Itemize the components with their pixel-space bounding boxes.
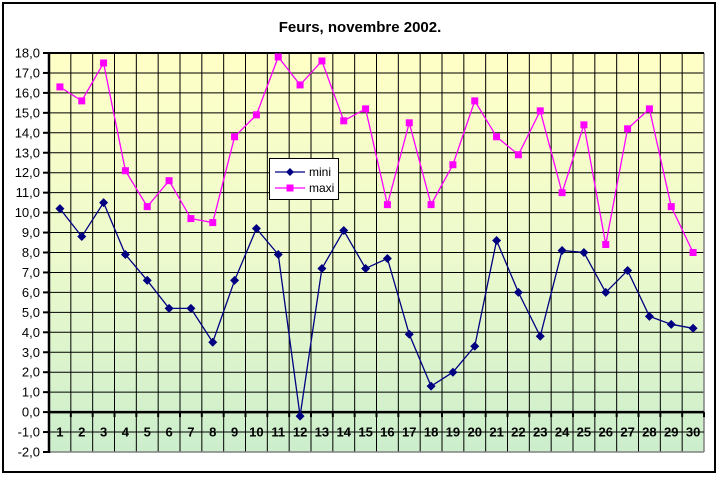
data-point-square bbox=[274, 53, 282, 61]
legend-label: maxi bbox=[309, 181, 335, 195]
data-point-square bbox=[100, 59, 108, 67]
data-point-diamond bbox=[513, 287, 523, 297]
data-point-diamond bbox=[99, 198, 109, 208]
series-mini bbox=[55, 198, 698, 421]
data-point-square bbox=[187, 215, 195, 223]
y-tick-label: 5,0 bbox=[22, 305, 40, 320]
data-point-square bbox=[427, 201, 435, 209]
data-point-diamond bbox=[688, 323, 698, 333]
y-tick-label: -1,0 bbox=[18, 425, 40, 440]
data-point-diamond bbox=[666, 319, 676, 329]
data-point-square bbox=[340, 117, 348, 125]
data-point-diamond bbox=[623, 265, 633, 275]
y-tick-label: 13,0 bbox=[15, 145, 40, 160]
y-tick-label: 15,0 bbox=[15, 105, 40, 120]
data-point-square bbox=[362, 105, 370, 113]
data-point-diamond bbox=[339, 226, 349, 236]
y-tick-labels: 18,0 17,0 16,0 15,0 14,0 13,0 12,0 11,0 10,0 9,0 8… bbox=[15, 46, 40, 460]
data-point-diamond bbox=[448, 367, 458, 377]
y-tick-label: 2,0 bbox=[22, 365, 40, 380]
data-point-diamond bbox=[208, 337, 218, 347]
data-point-diamond bbox=[557, 246, 567, 256]
data-point-square bbox=[645, 105, 653, 113]
y-tick-label: 11,0 bbox=[16, 185, 40, 200]
data-point-diamond bbox=[77, 232, 87, 242]
data-point-diamond bbox=[251, 224, 261, 234]
data-point-square bbox=[231, 133, 239, 141]
data-point-diamond bbox=[404, 329, 414, 339]
data-point-square bbox=[209, 219, 217, 227]
chart-title: Feurs, novembre 2002. bbox=[278, 19, 442, 36]
series-line-maxi bbox=[59, 55, 694, 253]
data-point-square bbox=[471, 97, 479, 105]
data-point-square bbox=[667, 203, 675, 211]
data-point-diamond bbox=[230, 275, 240, 285]
data-point-square bbox=[383, 201, 391, 209]
y-tick-label: 0,0 bbox=[22, 405, 40, 420]
y-tick-label: 8,0 bbox=[22, 245, 40, 260]
data-point-diamond bbox=[55, 204, 65, 214]
data-point-diamond bbox=[273, 249, 283, 259]
y-tick-label: 3,0 bbox=[22, 345, 40, 360]
data-point-diamond bbox=[186, 303, 196, 313]
data-point-square bbox=[514, 151, 522, 159]
data-point-square bbox=[56, 83, 64, 91]
data-point-square bbox=[78, 97, 86, 105]
data-point-square bbox=[580, 121, 588, 129]
data-point-diamond bbox=[601, 287, 611, 297]
data-point-diamond bbox=[120, 249, 130, 259]
y-tick-label: 4,0 bbox=[22, 325, 40, 340]
data-point-diamond bbox=[535, 331, 545, 341]
data-point-diamond bbox=[579, 248, 589, 257]
legend: mini maxi bbox=[269, 158, 339, 200]
data-point-square bbox=[121, 167, 129, 175]
series-maxi bbox=[56, 53, 697, 256]
data-point-square bbox=[536, 107, 544, 115]
data-point-diamond bbox=[382, 253, 392, 263]
data-point-diamond bbox=[142, 275, 152, 285]
data-point-square bbox=[143, 203, 151, 211]
y-tick-label: -2,0 bbox=[18, 445, 40, 460]
data-point-square bbox=[493, 133, 501, 141]
data-point-diamond bbox=[644, 311, 654, 321]
data-point-square bbox=[405, 119, 413, 127]
y-tick-label: 12,0 bbox=[15, 165, 40, 180]
data-point-square bbox=[318, 57, 326, 65]
data-point-square bbox=[558, 189, 566, 197]
y-axis bbox=[43, 52, 51, 453]
data-point-square bbox=[602, 241, 610, 249]
gridlines bbox=[48, 52, 705, 453]
y-tick-label: 16,0 bbox=[15, 85, 40, 100]
legend-marker-diamond-icon bbox=[275, 168, 305, 176]
data-point-diamond bbox=[492, 236, 502, 246]
data-point-diamond bbox=[361, 263, 371, 273]
data-point-diamond bbox=[470, 341, 480, 351]
y-tick-label: 10,0 bbox=[15, 205, 40, 220]
y-tick-label: 1,0 bbox=[22, 385, 40, 400]
x-axis-zero-line bbox=[48, 410, 705, 418]
data-point-diamond bbox=[295, 411, 305, 421]
data-point-square bbox=[689, 249, 697, 256]
y-tick-label: 14,0 bbox=[15, 125, 40, 140]
data-point-square bbox=[252, 111, 260, 119]
legend-marker-square-icon bbox=[275, 184, 305, 192]
data-point-square bbox=[296, 81, 304, 89]
data-point-square bbox=[449, 161, 457, 169]
legend-item-mini: mini bbox=[275, 164, 338, 180]
y-tick-label: 18,0 bbox=[15, 46, 40, 61]
data-point-diamond bbox=[317, 263, 327, 273]
legend-item-maxi: maxi bbox=[275, 180, 338, 196]
data-point-square bbox=[165, 177, 173, 185]
legend-label: mini bbox=[309, 165, 332, 179]
y-tick-label: 7,0 bbox=[22, 265, 40, 280]
data-point-diamond bbox=[164, 303, 174, 313]
data-point-square bbox=[624, 125, 632, 133]
y-tick-label: 17,0 bbox=[15, 65, 40, 80]
y-tick-label: 6,0 bbox=[22, 285, 40, 300]
data-point-diamond bbox=[426, 381, 436, 391]
series-line-mini bbox=[59, 201, 694, 417]
y-tick-label: 9,0 bbox=[22, 225, 40, 240]
